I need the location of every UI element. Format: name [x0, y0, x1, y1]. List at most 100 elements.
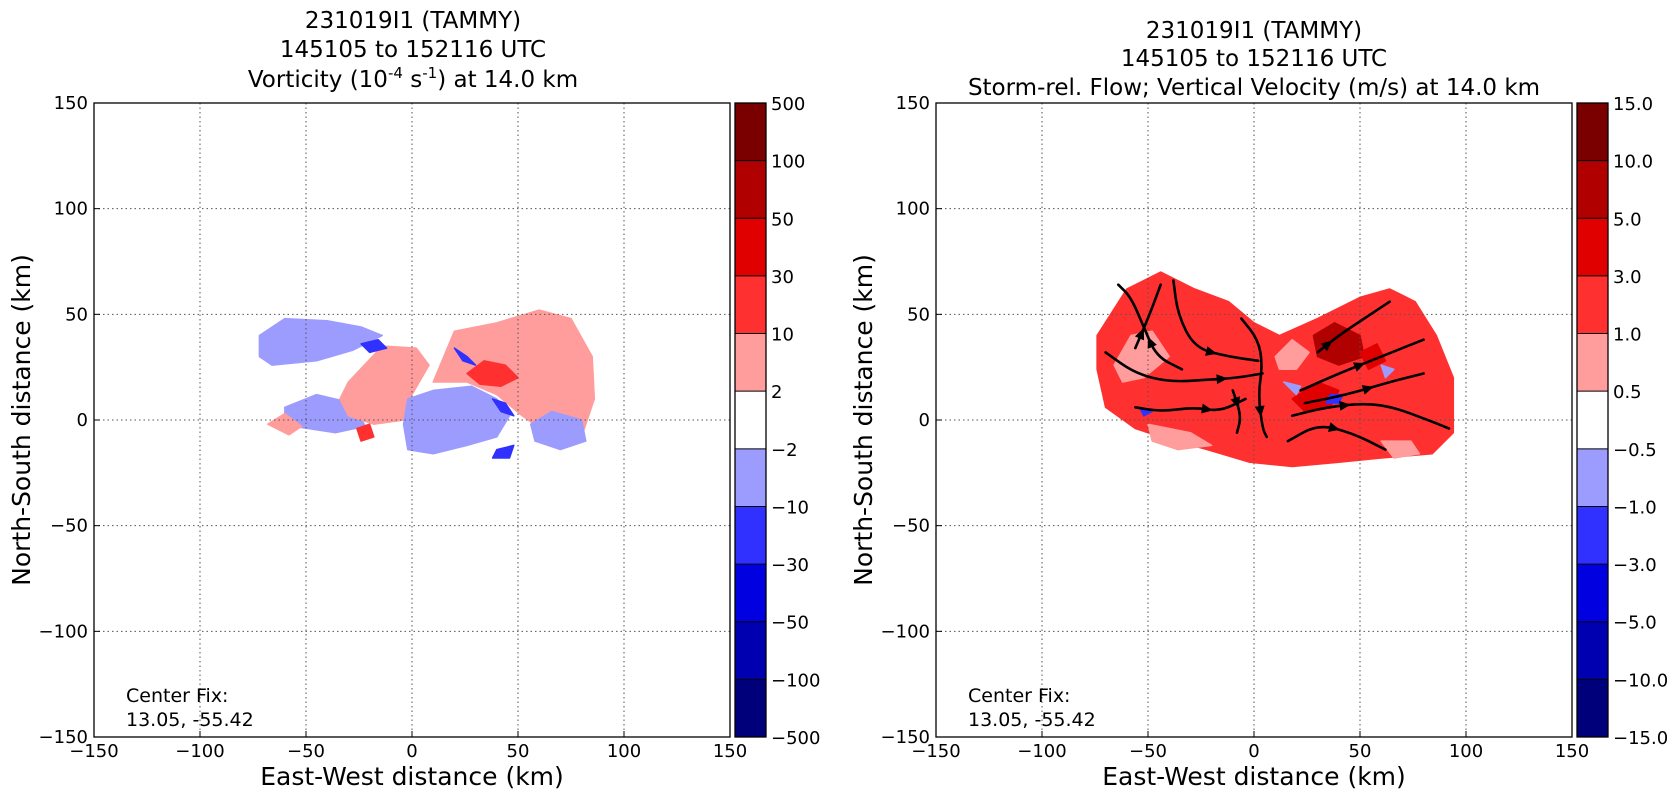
colorbar-tick-label: 0.5 [1613, 382, 1642, 403]
colorbar-band [1577, 621, 1608, 680]
storm-relative-streamlines [1104, 279, 1451, 451]
title-vorticity-suffix: ) at 14.0 km [437, 67, 578, 93]
x-axis-label: East-West distance (km) [1102, 762, 1406, 791]
colorbar-tick-label: 50 [771, 209, 794, 230]
colorbar-tick-label: 10.0 [1613, 152, 1653, 173]
vertical-velocity-panel: 231019I1 (TAMMY) 145105 to 152116 UTC St… [849, 18, 1668, 791]
x-tick-label: 0 [406, 741, 417, 762]
streamline-arrowhead [1361, 385, 1374, 395]
colorbar-band [1577, 103, 1608, 162]
colorbar-tick-label: −10 [771, 497, 809, 518]
colorbar-tick-label: 3.0 [1613, 267, 1642, 288]
colorbar-band [1577, 160, 1608, 219]
contour-region-pos_light [267, 412, 303, 436]
x-tick-label: −100 [1017, 741, 1066, 762]
vertical-velocity-colorbar: 15.0 10.0 5.0 3.0 1.0 0.5 −0.5 −1.0 −3.0 −5.0 −10.… [1576, 94, 1668, 749]
colorbar-band [735, 621, 766, 680]
streamline [1286, 425, 1387, 451]
center-fix-value: 13.05, -55.42 [968, 709, 1096, 731]
colorbar-tick-label: −0.5 [1613, 440, 1657, 461]
x-tick-label: 50 [507, 741, 530, 762]
colorbar-band [735, 391, 766, 450]
center-fix-value: 13.05, -55.42 [126, 709, 254, 731]
colorbar-tick-label: −30 [771, 555, 809, 576]
colorbar-tick-label: −15.0 [1613, 728, 1668, 749]
title-vorticity-prefix: Vorticity (10 [248, 67, 388, 93]
colorbar-tick-label: 500 [771, 94, 805, 115]
title-unit-s: s [403, 67, 422, 93]
contour-region-neg_med [491, 398, 515, 417]
x-axis-label: East-West distance (km) [260, 762, 564, 791]
streamline [1134, 397, 1247, 412]
colorbar-tick-label: 1.0 [1613, 325, 1642, 346]
x-tick-label: 0 [1248, 741, 1259, 762]
colorbar-tick-label: −10.0 [1613, 670, 1668, 691]
chart-title-line-1: 231019I1 (TAMMY) [305, 8, 521, 34]
colorbar-tick-label: −3.0 [1613, 555, 1657, 576]
vertical-velocity-contour-regions [1096, 271, 1455, 468]
streamline-arrowhead [1254, 405, 1265, 418]
x-tick-label: 50 [1349, 741, 1372, 762]
colorbar-tick-label: −100 [771, 670, 820, 691]
colorbar-frame [734, 102, 767, 738]
vorticity-colorbar: 500 100 50 30 10 2 −2 −10 −30 −50 −100 −500 [734, 94, 820, 749]
contour-region-pos_med [356, 423, 375, 442]
y-tick-label: −150 [39, 727, 88, 748]
streamline-arrowhead [1328, 422, 1340, 432]
contour-region-neg_med [491, 444, 515, 459]
y-tick-label: 0 [77, 410, 88, 431]
y-tick-label: −50 [892, 516, 930, 537]
colorbar-band [735, 103, 766, 162]
vorticity-contour-regions [258, 309, 596, 459]
vorticity-panel: 231019I1 (TAMMY) 145105 to 152116 UTC Vo… [7, 8, 820, 791]
y-tick-labels: −150 −100 −50 0 50 100 150 [881, 93, 942, 748]
title-exponent-2: -1 [422, 64, 437, 82]
y-tick-label: 50 [907, 304, 930, 325]
colorbar-band [1577, 391, 1608, 450]
colorbar-band [1577, 275, 1608, 335]
streamline [1303, 372, 1425, 405]
contour-region-neg_light [1380, 364, 1395, 379]
title-exponent-1: -4 [388, 64, 403, 82]
colorbar-tick-label: −500 [771, 728, 820, 749]
x-tick-label: 150 [1555, 741, 1589, 762]
x-tick-label: −100 [175, 741, 224, 762]
x-tick-labels: −150 −100 −50 0 50 100 150 [911, 731, 1589, 762]
x-tick-label: −50 [287, 741, 325, 762]
colorbar-band [735, 506, 766, 565]
colorbar-tick-label: 2 [771, 382, 782, 403]
contour-region-pos_light [1147, 423, 1213, 451]
y-tick-label: −150 [881, 727, 930, 748]
streamline [1316, 300, 1391, 354]
colorbar-band [1577, 218, 1608, 277]
contour-region-neg_med [360, 338, 388, 354]
streamline [1240, 317, 1268, 439]
y-tick-labels: −150 −100 −50 0 50 100 150 [39, 93, 100, 748]
y-tick-label: 50 [65, 304, 88, 325]
colorbar-tick-label: −1.0 [1613, 497, 1657, 518]
y-axis-label: North-South distance (km) [7, 254, 36, 586]
contour-region-neg_light [529, 410, 587, 451]
contour-region-neg_light [402, 385, 511, 455]
colorbar-band [1577, 506, 1608, 565]
contour-region-pos_light [1274, 338, 1310, 371]
colorbar-band [735, 448, 766, 507]
streamline-arrowhead [1230, 396, 1241, 409]
colorbar-frame [1576, 102, 1609, 738]
chart-title-line-3: Vorticity (10-4 s-1) at 14.0 km [248, 64, 578, 93]
streamline-arrowhead [1216, 374, 1228, 385]
colorbar-band [1577, 333, 1608, 392]
chart-title-line-2: 145105 to 152116 UTC [280, 37, 546, 63]
streamline [1299, 338, 1425, 392]
contour-region-pos_light [1380, 440, 1421, 459]
colorbar-band [735, 160, 766, 219]
streamline [1104, 351, 1264, 383]
colorbar-tick-label: 100 [771, 152, 805, 173]
streamline [1290, 402, 1451, 430]
colorbar-tick-label: 5.0 [1613, 209, 1642, 230]
colorbar-tick-label: −2 [771, 440, 798, 461]
streamline-arrowhead [1339, 400, 1351, 411]
streamline-arrowhead [1201, 403, 1213, 414]
y-tick-label: −100 [39, 621, 88, 642]
